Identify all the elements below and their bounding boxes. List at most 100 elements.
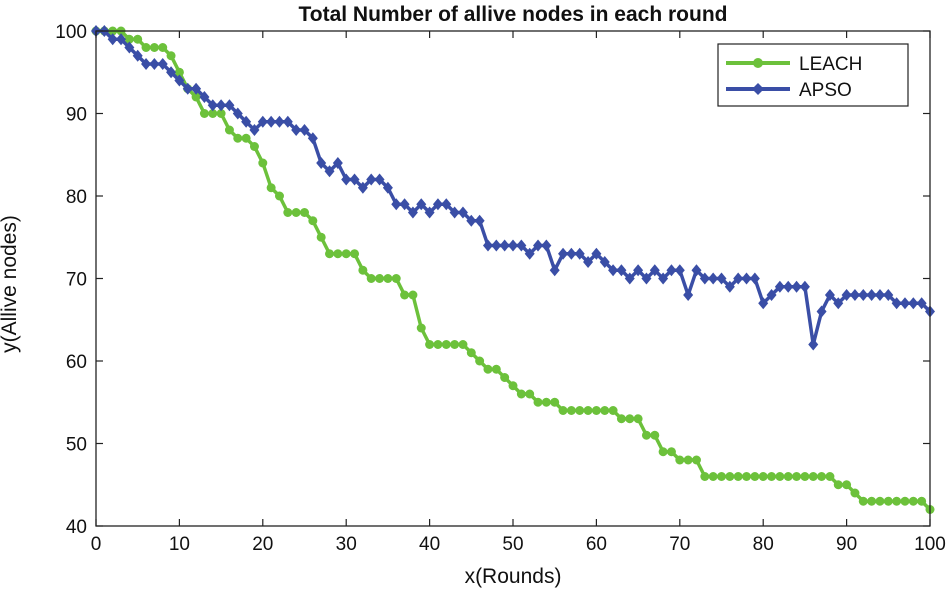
data-point-leach	[199, 109, 209, 118]
data-point-leach	[158, 43, 168, 52]
data-point-apso	[891, 297, 902, 310]
data-point-leach	[650, 430, 660, 440]
data-point-leach	[775, 472, 785, 481]
data-point-apso	[633, 264, 644, 277]
data-point-leach	[691, 455, 701, 465]
data-point-leach	[533, 397, 543, 407]
data-point-apso	[899, 297, 910, 310]
data-point-leach	[316, 232, 326, 242]
y-tick-label: 70	[66, 270, 87, 291]
data-point-leach	[375, 274, 385, 283]
data-point-leach	[224, 125, 234, 135]
data-point-leach	[583, 406, 593, 415]
data-point-leach	[750, 472, 760, 481]
data-point-apso	[149, 58, 160, 70]
data-point-apso	[257, 115, 268, 128]
data-point-leach	[900, 496, 910, 506]
x-tick-label: 30	[336, 534, 357, 555]
data-point-leach	[817, 472, 827, 481]
x-tick-label: 0	[91, 534, 102, 555]
data-point-apso	[816, 305, 827, 318]
data-point-apso	[366, 173, 377, 186]
data-point-leach	[666, 447, 676, 457]
data-point-apso	[883, 289, 894, 301]
data-point-leach	[767, 472, 777, 481]
data-point-apso	[332, 157, 343, 169]
data-point-apso	[699, 272, 710, 285]
y-tick-label: 80	[66, 187, 87, 208]
data-point-apso	[124, 41, 135, 54]
data-point-apso	[232, 107, 243, 120]
data-point-leach	[208, 109, 218, 118]
data-point-apso	[516, 239, 527, 252]
data-point-apso	[482, 239, 493, 252]
data-point-leach	[291, 208, 301, 217]
ticks-layer: 0 10 20 30 40 50 60 70 80 90 100 40 50 60 70 80 90 100	[55, 22, 946, 555]
data-point-apso	[766, 289, 777, 301]
data-point-apso	[474, 214, 485, 227]
data-point-leach	[483, 364, 493, 374]
data-point-leach	[541, 397, 551, 407]
data-point-apso	[824, 289, 835, 301]
data-point-leach	[325, 249, 335, 259]
data-point-leach	[358, 265, 368, 275]
data-point-apso	[808, 338, 819, 351]
data-point-apso	[558, 247, 569, 260]
data-point-leach	[416, 323, 426, 333]
data-point-leach	[717, 472, 726, 481]
data-point-leach	[466, 348, 476, 358]
data-point-apso	[624, 272, 635, 285]
data-point-leach	[141, 43, 151, 52]
data-point-leach	[683, 455, 693, 465]
data-point-apso	[174, 74, 185, 87]
data-point-leach	[191, 92, 201, 102]
data-point-leach	[333, 249, 343, 259]
data-point-apso	[391, 198, 402, 211]
data-point-apso	[549, 264, 560, 277]
data-point-apso	[833, 297, 844, 310]
data-point-apso	[649, 264, 660, 277]
legend-label-apso: APSO	[799, 80, 852, 101]
data-point-leach	[600, 406, 610, 415]
x-axis-title: x(Rounds)	[465, 565, 562, 588]
data-point-apso	[758, 297, 769, 310]
data-point-apso	[691, 264, 702, 277]
data-point-leach	[133, 34, 143, 44]
data-point-apso	[616, 264, 627, 277]
data-point-leach	[249, 142, 259, 151]
data-point-apso	[599, 256, 610, 268]
data-point-apso	[916, 297, 927, 310]
data-point-leach	[725, 472, 735, 481]
data-point-leach	[575, 406, 585, 415]
data-point-leach	[441, 340, 451, 349]
data-point-apso	[432, 198, 443, 211]
data-point-leach	[550, 397, 560, 407]
data-point-leach	[300, 208, 309, 217]
data-point-leach	[166, 51, 176, 61]
data-point-apso	[774, 280, 785, 293]
data-point-leach	[149, 43, 159, 52]
data-point-apso	[199, 91, 210, 103]
data-point-leach	[591, 406, 601, 415]
data-point-apso	[724, 280, 735, 293]
y-tick-label: 60	[66, 352, 87, 373]
y-tick-label: 100	[55, 22, 87, 43]
data-point-leach	[917, 496, 927, 506]
data-point-leach	[233, 133, 243, 143]
data-point-apso	[349, 173, 360, 186]
data-point-leach	[908, 496, 918, 506]
data-point-leach	[124, 34, 134, 44]
x-tick-label: 90	[836, 534, 857, 555]
data-point-apso	[799, 280, 810, 293]
data-point-leach	[308, 216, 318, 226]
data-point-leach	[450, 340, 460, 349]
data-point-apso	[457, 206, 468, 219]
data-point-apso	[541, 239, 552, 252]
data-point-apso	[658, 272, 669, 285]
data-point-apso	[307, 132, 318, 145]
data-point-leach	[491, 364, 501, 374]
data-point-apso	[666, 264, 677, 277]
data-point-apso	[508, 239, 518, 252]
data-point-apso	[908, 297, 919, 310]
data-point-apso	[449, 206, 460, 219]
